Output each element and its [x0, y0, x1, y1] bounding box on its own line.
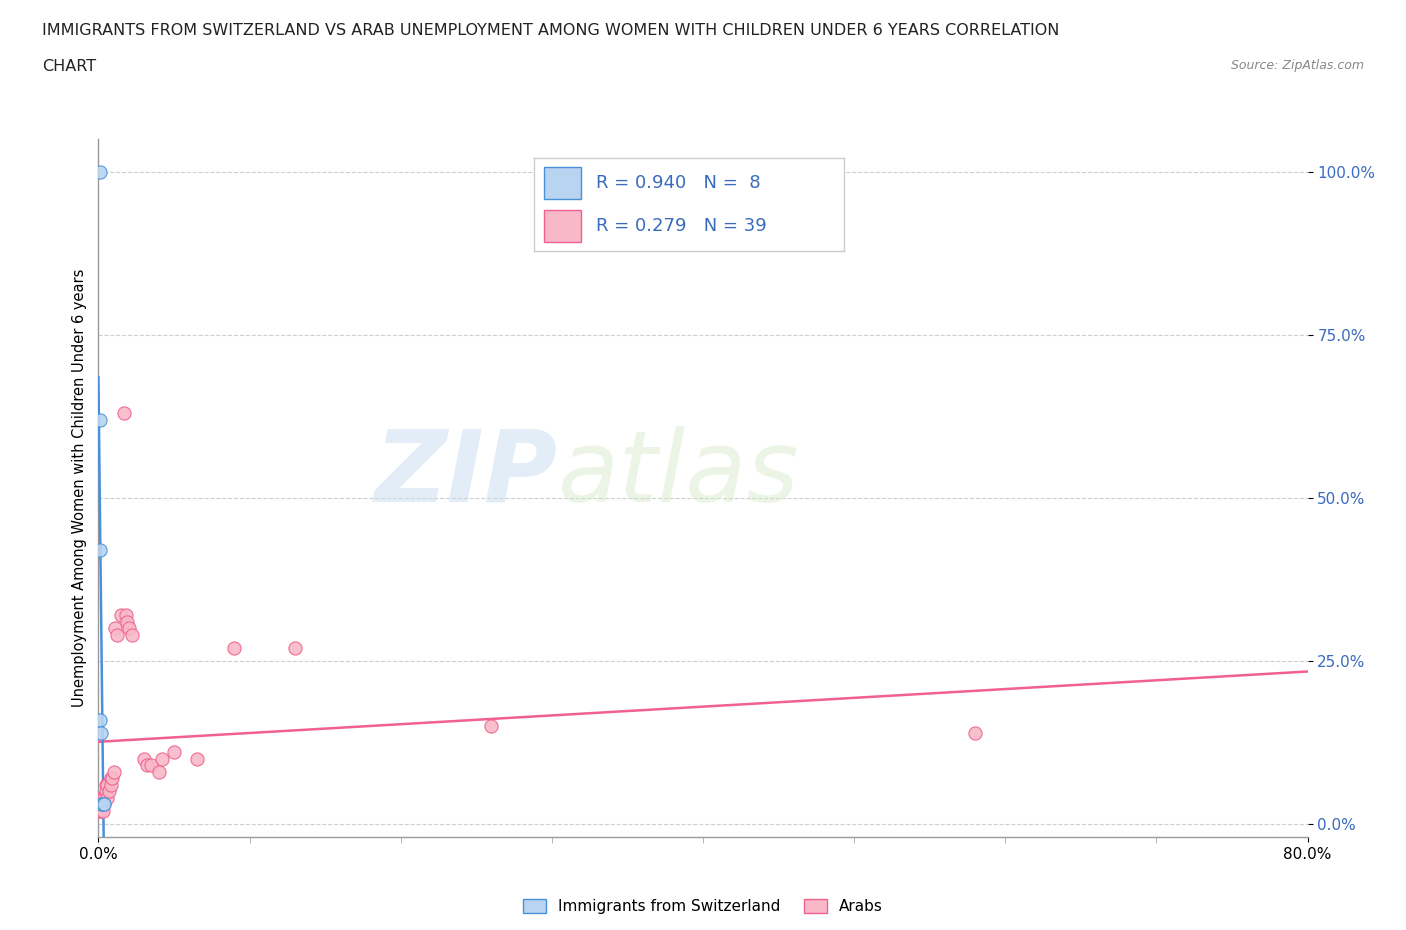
- Point: [481, 719, 503, 734]
- Point: [90, 797, 112, 812]
- Point: [101, 771, 124, 786]
- Point: [93, 797, 115, 812]
- Point: [91, 797, 114, 812]
- Point: [89, 797, 111, 812]
- Point: [89, 165, 111, 179]
- Text: Source: ZipAtlas.com: Source: ZipAtlas.com: [1230, 59, 1364, 72]
- Point: [90, 790, 112, 805]
- Point: [141, 758, 163, 773]
- Point: [163, 745, 186, 760]
- Point: [121, 628, 143, 643]
- Point: [96, 777, 118, 792]
- Point: [148, 764, 170, 779]
- Point: [93, 797, 115, 812]
- Point: [150, 751, 173, 766]
- Point: [118, 621, 141, 636]
- Point: [91, 790, 114, 805]
- Point: [114, 608, 136, 623]
- FancyBboxPatch shape: [544, 167, 581, 199]
- Point: [90, 797, 112, 812]
- Point: [110, 608, 132, 623]
- FancyBboxPatch shape: [544, 210, 581, 242]
- Text: CHART: CHART: [42, 59, 96, 73]
- Text: ZIP: ZIP: [375, 426, 558, 523]
- Point: [105, 628, 128, 643]
- Point: [284, 641, 307, 656]
- Point: [94, 777, 117, 792]
- Point: [103, 764, 125, 779]
- Point: [112, 405, 135, 420]
- Point: [224, 641, 246, 656]
- Point: [91, 804, 114, 818]
- Point: [104, 621, 127, 636]
- Point: [100, 777, 122, 792]
- Point: [115, 615, 138, 630]
- Point: [90, 725, 112, 740]
- Point: [91, 797, 114, 812]
- Point: [98, 784, 121, 799]
- Text: atlas: atlas: [558, 426, 800, 523]
- Point: [94, 784, 117, 799]
- Point: [965, 725, 987, 740]
- Point: [89, 804, 111, 818]
- Legend: Immigrants from Switzerland, Arabs: Immigrants from Switzerland, Arabs: [517, 893, 889, 920]
- Text: R = 0.279   N = 39: R = 0.279 N = 39: [596, 217, 766, 235]
- Point: [96, 790, 118, 805]
- Text: IMMIGRANTS FROM SWITZERLAND VS ARAB UNEMPLOYMENT AMONG WOMEN WITH CHILDREN UNDER: IMMIGRANTS FROM SWITZERLAND VS ARAB UNEM…: [42, 23, 1060, 38]
- Y-axis label: Unemployment Among Women with Children Under 6 years: Unemployment Among Women with Children U…: [72, 269, 87, 708]
- Point: [135, 758, 157, 773]
- Point: [89, 712, 111, 727]
- Point: [90, 804, 112, 818]
- Point: [93, 790, 115, 805]
- Point: [91, 797, 114, 812]
- Point: [132, 751, 155, 766]
- Text: R = 0.940   N =  8: R = 0.940 N = 8: [596, 174, 761, 193]
- Point: [89, 412, 111, 427]
- Point: [89, 543, 111, 558]
- Point: [100, 771, 122, 786]
- Point: [186, 751, 208, 766]
